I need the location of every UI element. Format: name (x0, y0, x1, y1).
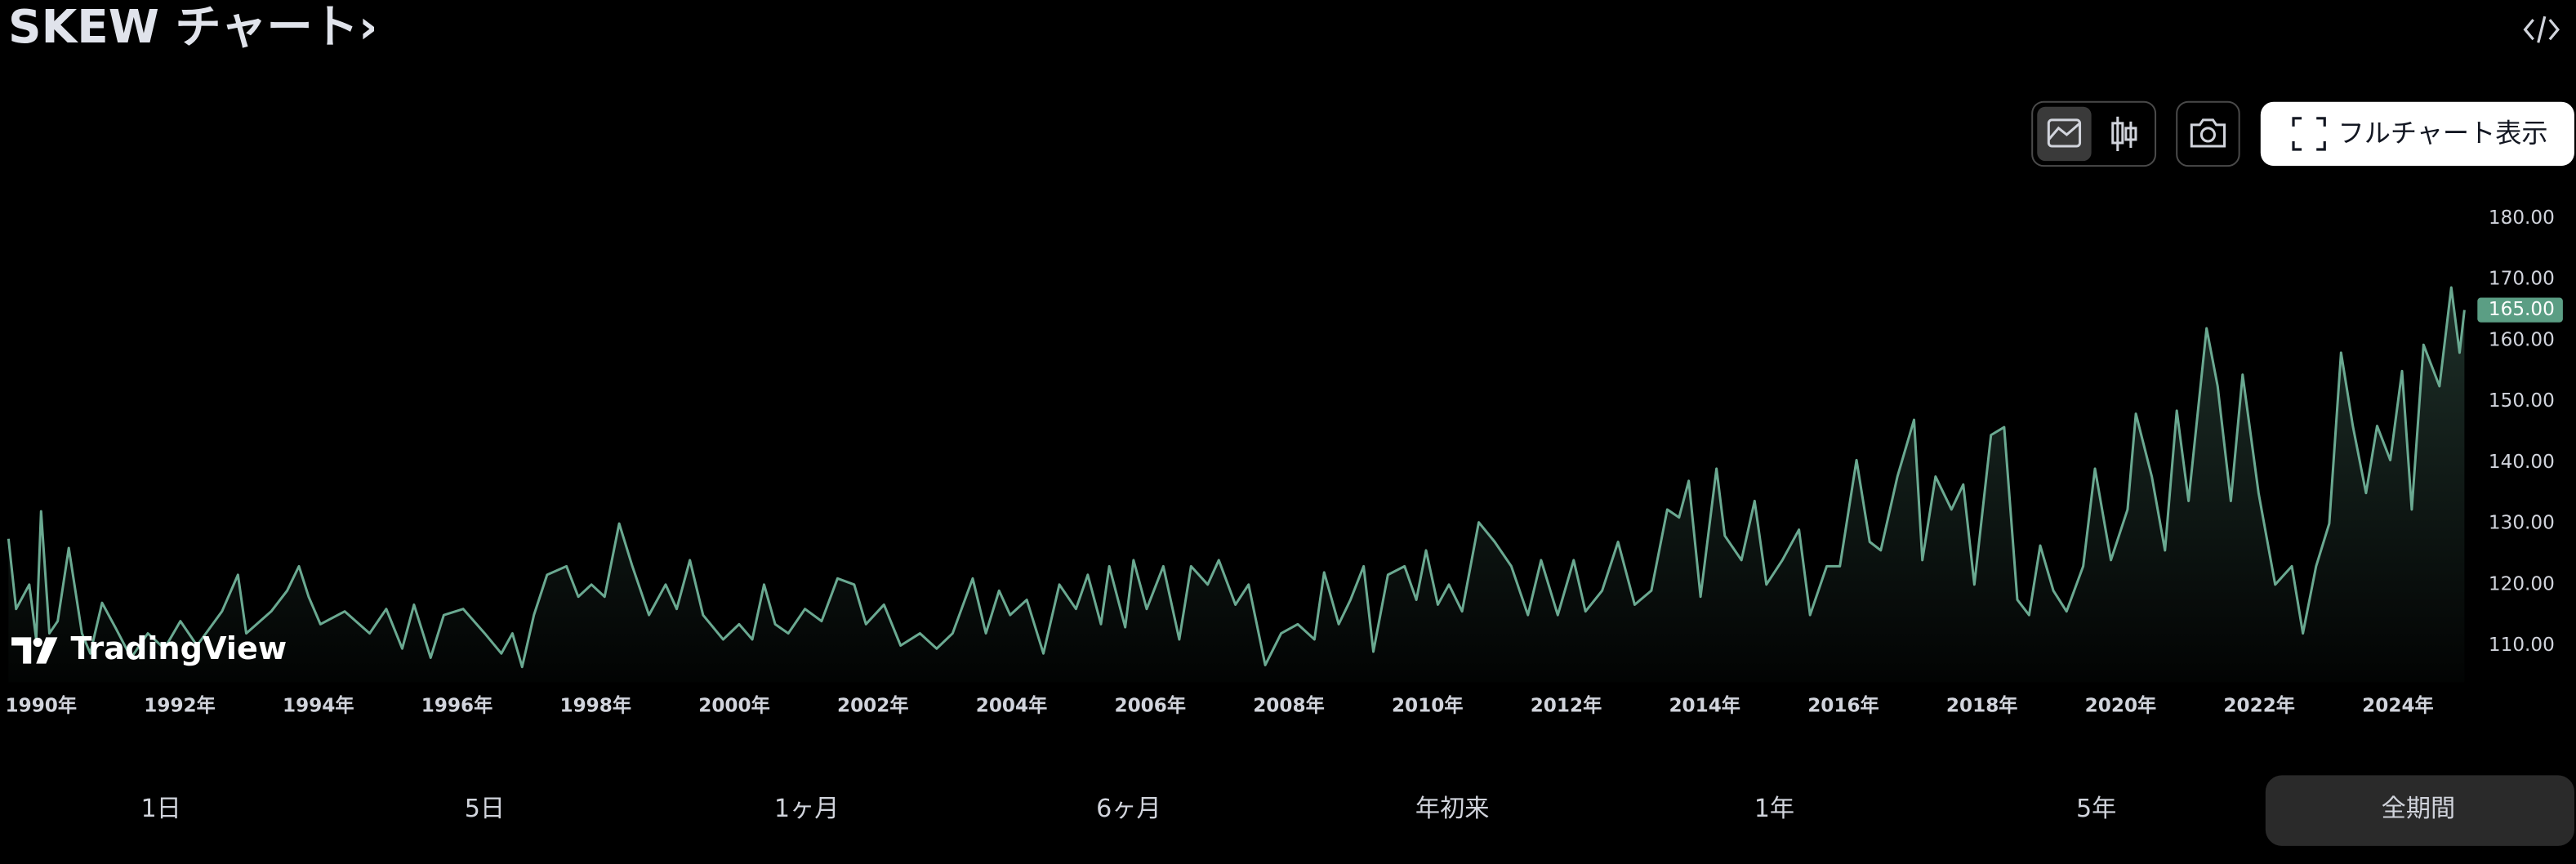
x-tick-label: 2020年 (2085, 694, 2157, 716)
range-button[interactable]: 全期間 (2382, 795, 2455, 823)
x-tick-label: 2008年 (1253, 694, 1325, 716)
x-tick-label: 1990年 (6, 694, 78, 716)
last-value-label: 165.00 (2489, 299, 2555, 320)
active-range-bg (2265, 775, 2574, 846)
candle-style-button[interactable] (2111, 116, 2137, 152)
y-tick-label: 180.00 (2489, 207, 2555, 229)
x-tick-label: 2016年 (1807, 694, 1879, 716)
area-style-icon (2047, 118, 2082, 148)
range-button[interactable]: 1日 (140, 795, 180, 823)
y-tick-label: 160.00 (2489, 329, 2555, 350)
camera-icon (2190, 118, 2226, 148)
y-tick-label: 110.00 (2489, 635, 2555, 656)
x-tick-label: 2024年 (2362, 694, 2434, 716)
embed-code-icon[interactable] (2523, 16, 2560, 43)
y-tick-label: 140.00 (2489, 452, 2555, 473)
fullchart-button[interactable] (2260, 101, 2574, 167)
watermark-text: TradingView (70, 631, 287, 667)
last-value-tag (2477, 297, 2563, 323)
x-tick-label: 2004年 (976, 694, 1048, 716)
x-tick-label: 2000年 (698, 694, 770, 716)
y-tick-label: 170.00 (2489, 269, 2555, 290)
fullchart-label: フルチャート表示 (2338, 118, 2548, 149)
x-tick-label: 2002年 (837, 694, 909, 716)
range-button[interactable]: 5日 (465, 795, 505, 823)
range-button[interactable]: 5年 (2076, 795, 2116, 823)
x-tick-label: 1996年 (421, 694, 493, 716)
range-button[interactable]: 6ヶ月 (1096, 795, 1161, 823)
x-tick-label: 2010年 (1392, 694, 1464, 716)
x-tick-label: 2012年 (1531, 694, 1602, 716)
line (7, 286, 2466, 669)
fullscreen-icon (2292, 117, 2326, 151)
tradingview-logo (11, 637, 58, 664)
screenshot-button[interactable] (2176, 100, 2240, 167)
page-title[interactable]: SKEW チャート› (8, 1, 377, 54)
range-button[interactable]: 1年 (1754, 795, 1794, 823)
y-tick-label: 150.00 (2489, 390, 2555, 412)
x-tick-label: 2006年 (1114, 694, 1186, 716)
x-tick-label: 2014年 (1669, 694, 1740, 716)
x-tick-label: 1992年 (144, 694, 216, 716)
x-tick-label: 1998年 (560, 694, 632, 716)
x-tick-label: 2022年 (2223, 694, 2295, 716)
range-button[interactable]: 1ヶ月 (774, 795, 840, 823)
area-fill (8, 287, 2465, 683)
x-tick-label: 2018年 (1946, 694, 2018, 716)
range-button[interactable]: 年初来 (1415, 795, 1489, 823)
y-tick-label: 130.00 (2489, 513, 2555, 534)
x-tick-label: 1994年 (283, 694, 354, 716)
range-selector: 1日 5日 1ヶ月 6ヶ月 年初来 1年 5年 全期間 (140, 795, 2455, 823)
plot-area: 110.00 120.00 130.00 140.00 150.00 160.00 170.… (6, 207, 2563, 716)
y-tick-label: 120.00 (2489, 573, 2555, 595)
